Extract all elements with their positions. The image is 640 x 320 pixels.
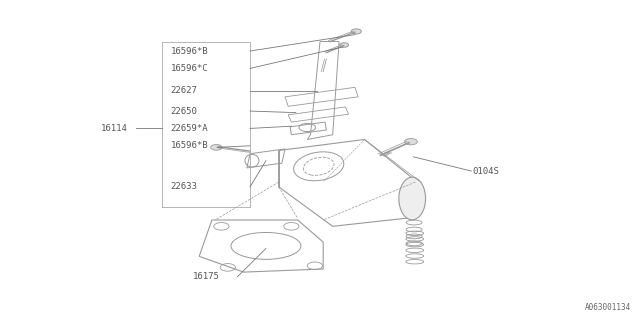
Text: 22633: 22633 bbox=[171, 182, 198, 191]
Text: 22627: 22627 bbox=[171, 86, 198, 95]
Text: 16114: 16114 bbox=[100, 124, 127, 133]
Text: 22659*A: 22659*A bbox=[171, 124, 208, 133]
Circle shape bbox=[211, 145, 222, 150]
Text: 16596*B: 16596*B bbox=[171, 46, 208, 56]
Text: 0104S: 0104S bbox=[472, 166, 499, 176]
Circle shape bbox=[351, 29, 362, 34]
Text: 16596*C: 16596*C bbox=[171, 64, 208, 73]
Text: 16596*B: 16596*B bbox=[171, 141, 208, 150]
Text: 22650: 22650 bbox=[171, 107, 198, 116]
Circle shape bbox=[340, 43, 349, 47]
Ellipse shape bbox=[399, 177, 426, 220]
Circle shape bbox=[404, 139, 417, 145]
Text: 16175: 16175 bbox=[193, 272, 220, 281]
Text: A063001134: A063001134 bbox=[586, 303, 632, 312]
